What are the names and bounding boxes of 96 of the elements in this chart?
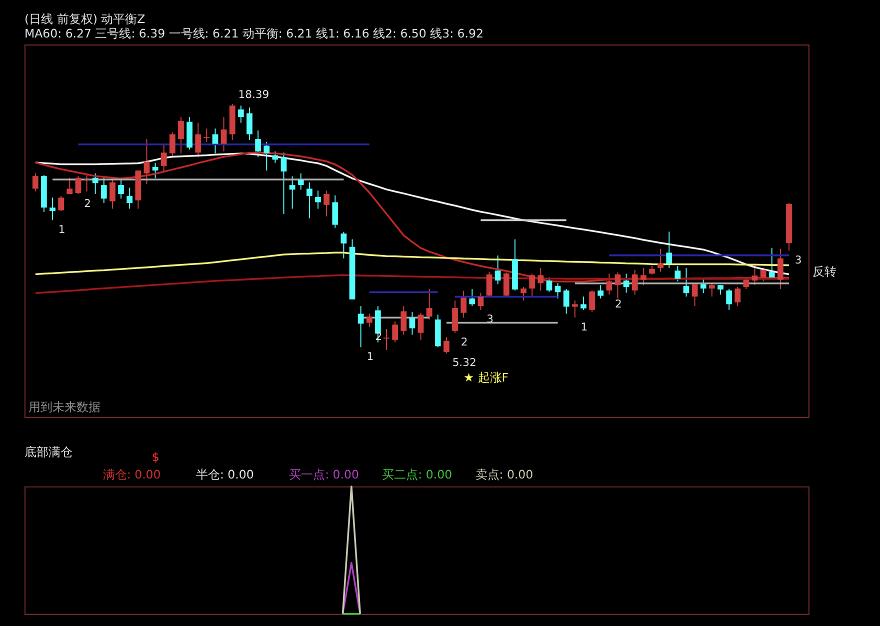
candlestick <box>50 197 56 221</box>
text: 2 <box>460 336 468 349</box>
text: 2 <box>84 196 91 210</box>
candlestick <box>315 190 321 210</box>
text: 18.39 <box>238 88 270 102</box>
candlestick <box>444 336 450 354</box>
annotation: 用到未来数据 <box>28 400 100 414</box>
candlestick <box>358 306 364 348</box>
candlestick <box>160 144 167 172</box>
candlestick <box>452 300 458 334</box>
candlestick <box>700 278 706 294</box>
candlestick <box>640 267 646 286</box>
candlestick <box>169 132 176 158</box>
candlestick <box>658 248 664 272</box>
candlestick <box>324 190 330 217</box>
candlestick <box>546 276 552 292</box>
candlestick <box>126 187 133 210</box>
candlestick <box>246 107 252 140</box>
chart-title: (日线 前复权) 动平衡Z <box>24 12 146 26</box>
text: 1 <box>580 320 588 334</box>
candlestick <box>332 194 338 228</box>
candlestick <box>392 320 398 343</box>
candlestick <box>152 162 158 179</box>
candlestick <box>598 284 604 299</box>
candlestick <box>289 176 296 210</box>
text: 5.32 <box>452 356 476 370</box>
candlestick <box>683 267 690 298</box>
candlestick <box>66 177 73 195</box>
candlestick <box>92 172 98 195</box>
text: 1 <box>58 222 66 236</box>
candlestick <box>195 122 202 158</box>
candlestick <box>100 177 107 204</box>
candlestick <box>494 255 501 285</box>
candlestick <box>666 231 672 268</box>
candlestick <box>264 141 270 172</box>
candlestick <box>734 286 741 307</box>
legend-label: 满仓: 0.00 <box>102 468 161 482</box>
text: 反转 <box>812 264 836 279</box>
candlestick <box>692 282 698 307</box>
candlestick <box>563 288 570 314</box>
candlestick <box>606 273 612 296</box>
candlestick <box>478 292 484 310</box>
legend-label: 半仓: 0.00 <box>196 468 254 482</box>
candlestick <box>426 288 432 320</box>
candlestick <box>580 296 586 310</box>
candlestick <box>589 290 595 312</box>
candlestick <box>752 264 758 286</box>
candlestick <box>384 328 390 351</box>
candlestick <box>280 152 287 214</box>
candlestick <box>144 138 150 185</box>
candlestick <box>632 269 638 296</box>
candlestick <box>58 195 64 212</box>
candlestick <box>469 288 476 307</box>
candlestick <box>178 116 184 154</box>
candlestick <box>623 273 630 294</box>
chart-title: 底部满仓 <box>24 445 72 460</box>
text: $ <box>152 450 160 464</box>
candlestick <box>409 311 416 336</box>
candlestick <box>460 290 467 318</box>
candlestick <box>529 273 536 298</box>
candlestick <box>778 248 784 290</box>
candlestick <box>614 272 621 299</box>
candlestick <box>366 313 372 328</box>
candlestick <box>674 266 681 282</box>
candlestick <box>32 172 38 192</box>
candlestick <box>400 306 407 336</box>
candlestick <box>718 284 724 296</box>
candlestick <box>708 282 715 298</box>
text: 卖点: 0.00 <box>475 468 534 482</box>
candlestick <box>418 312 424 340</box>
candlestick <box>503 272 510 298</box>
candlestick <box>212 128 218 154</box>
candlestick <box>760 267 766 282</box>
candlestick <box>538 267 544 292</box>
candlestick <box>520 286 526 301</box>
text: 2 <box>615 297 622 310</box>
candlestick <box>110 178 116 210</box>
text: 买一点: 0.00 <box>289 468 359 482</box>
text: 1 <box>366 350 374 363</box>
candlestick <box>238 105 244 124</box>
candlestick <box>486 271 492 298</box>
text: 买二点: 0.00 <box>382 468 452 482</box>
candlestick <box>298 172 304 190</box>
candlestick <box>306 182 312 219</box>
annotation: ★ 起涨F <box>464 370 509 385</box>
text: 3 <box>794 253 802 266</box>
candlestick <box>768 247 775 280</box>
candlestick <box>572 300 578 318</box>
candlestick <box>255 130 261 158</box>
candlestick <box>726 288 732 310</box>
chart-subtitle: MA60: 6.27 三号线: 6.39 一号线: 6.21 动平衡: 6.21 线1: 6.16 线2: 6.50 线3: 6.92 <box>24 26 484 41</box>
candlestick <box>75 176 82 195</box>
candlestick <box>340 231 347 259</box>
candlestick <box>220 116 227 152</box>
candlestick <box>272 150 278 164</box>
candlestick <box>204 128 210 142</box>
